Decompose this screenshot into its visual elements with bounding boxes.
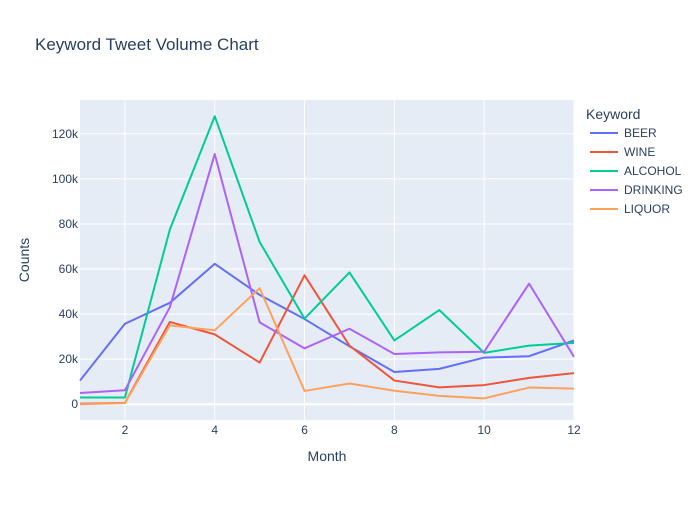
- legend-item-liquor[interactable]: LIQUOR: [590, 202, 670, 216]
- y-tick-label: 40k: [59, 307, 79, 321]
- x-tick-label: 8: [391, 423, 398, 437]
- series-line-liquor: [79, 287, 575, 406]
- legend-label: DRINKING: [624, 183, 683, 197]
- chart-title: Keyword Tweet Volume Chart: [35, 35, 259, 54]
- gridlines: [80, 100, 575, 420]
- series-line-drinking: [79, 153, 575, 394]
- y-axis-label: Counts: [16, 238, 32, 282]
- y-tick-label: 120k: [52, 127, 79, 141]
- x-tick-label: 12: [567, 423, 581, 437]
- y-tick-label: 80k: [59, 217, 79, 231]
- series-line-beer: [79, 262, 575, 382]
- y-tick-label: 60k: [59, 262, 79, 276]
- legend-item-drinking[interactable]: DRINKING: [590, 183, 683, 197]
- x-axis-label: Month: [308, 448, 347, 464]
- legend-label: LIQUOR: [624, 202, 670, 216]
- y-tick-label: 20k: [59, 352, 79, 366]
- series-line-wine: [79, 274, 575, 405]
- legend-item-alcohol[interactable]: ALCOHOL: [590, 164, 682, 178]
- x-tick-label: 4: [211, 423, 218, 437]
- plot-area: [80, 100, 574, 420]
- legend: BEER WINE ALCOHOL DRINKING LIQUOR: [590, 126, 683, 216]
- y-tick-label: 100k: [52, 172, 79, 186]
- legend-item-wine[interactable]: WINE: [590, 145, 655, 159]
- legend-label: ALCOHOL: [624, 164, 682, 178]
- y-axis-ticks: 0 20k 40k 60k 80k 100k 120k: [52, 127, 79, 411]
- x-tick-label: 2: [122, 423, 129, 437]
- x-axis-ticks: 2 4 6 8 10 12: [122, 423, 581, 437]
- x-tick-label: 6: [301, 423, 308, 437]
- legend-title: Keyword: [586, 106, 640, 122]
- legend-label: WINE: [624, 145, 655, 159]
- legend-label: BEER: [624, 126, 657, 140]
- legend-item-beer[interactable]: BEER: [590, 126, 657, 140]
- y-tick-label: 0: [71, 397, 78, 411]
- x-tick-label: 10: [478, 423, 492, 437]
- series-lines: [79, 115, 575, 406]
- series-line-alcohol: [80, 115, 575, 399]
